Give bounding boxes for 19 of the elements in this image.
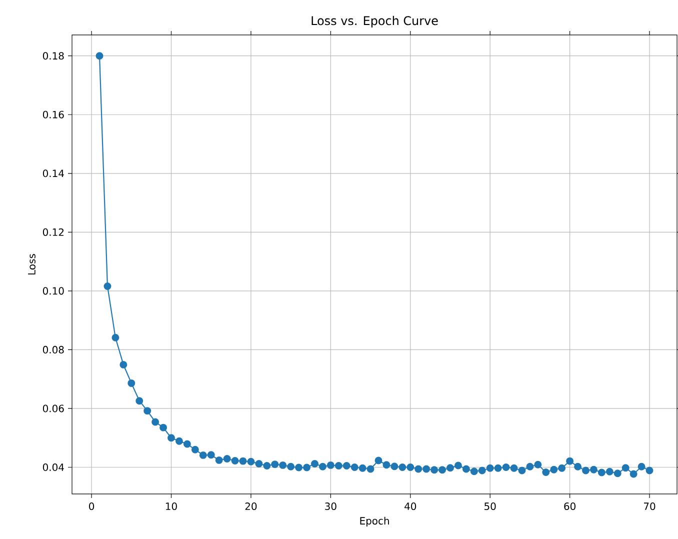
x-tick-label: 20 [245, 502, 257, 510]
x-tick-label: 10 [166, 502, 177, 510]
x-tick-label: 40 [404, 502, 416, 510]
y-tick-label: 0.10 [42, 287, 64, 295]
x-axis-title: Epoch [360, 516, 389, 527]
y-axis-title: Loss [28, 254, 36, 274]
y-tick-label: 0.04 [42, 463, 64, 472]
x-tick-label: 30 [325, 502, 336, 510]
y-tick-label: 0.12 [42, 228, 64, 236]
y-tick-label: 0.08 [42, 346, 64, 354]
y-tick-label: 0.16 [42, 110, 64, 118]
x-tick-label: 50 [484, 502, 496, 510]
x-tick-label: 0 [89, 502, 94, 510]
y-tick-label: 0.18 [42, 52, 64, 60]
x-tick-label: 60 [564, 502, 576, 510]
y-tick-label: 0.06 [42, 404, 64, 412]
x-tick-label: 70 [644, 502, 656, 510]
y-tick-label: 0.14 [42, 170, 64, 178]
chart-title: Loss vs. Epoch Curve [312, 16, 438, 28]
